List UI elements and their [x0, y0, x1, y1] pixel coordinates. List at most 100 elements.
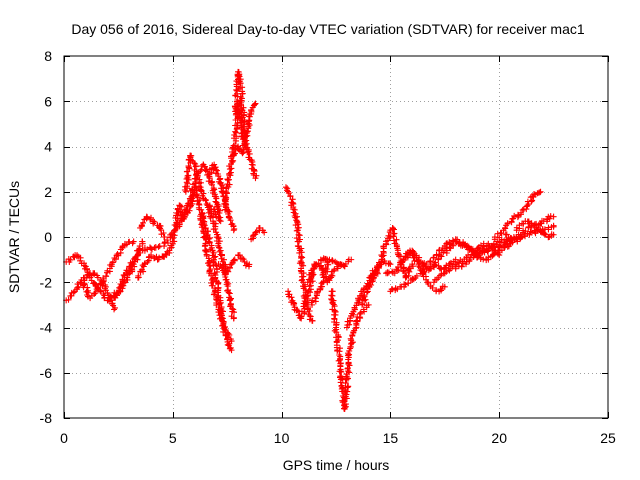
track-segment: [135, 262, 147, 281]
series-9: [181, 152, 220, 220]
track-segment: [99, 262, 115, 287]
track-segment: [326, 268, 336, 284]
track-segment: [513, 220, 527, 232]
series-12: [204, 202, 237, 322]
track-segment: [297, 295, 311, 321]
track-segment: [425, 280, 440, 294]
track-segment: [148, 253, 160, 262]
x-tick-label: 5: [169, 430, 177, 446]
track-segment: [308, 285, 324, 306]
track-segment: [312, 261, 324, 270]
track-segment: [503, 231, 517, 242]
x-tick-labels: 0 5 10 15 20 25: [60, 430, 616, 446]
x-tick-label: 15: [383, 430, 399, 446]
track-segment: [442, 258, 457, 271]
track-segment: [432, 270, 447, 283]
track-segment: [329, 257, 340, 266]
series-35: [491, 188, 544, 243]
track-segment: [127, 247, 142, 269]
track-segment: [109, 244, 126, 266]
series-5: [134, 240, 176, 281]
track-segment: [156, 223, 168, 240]
track-segment: [328, 288, 340, 329]
track-segment: [369, 261, 384, 281]
track-segment: [111, 284, 123, 301]
series-4: [108, 243, 163, 304]
track-segment: [82, 265, 99, 290]
track-segment: [341, 352, 353, 411]
track-segment: [341, 256, 352, 269]
track-segment: [306, 262, 318, 283]
track-segment: [389, 226, 402, 258]
track-segment: [452, 260, 469, 270]
track-segment: [77, 279, 92, 300]
x-tick-label: 10: [274, 430, 290, 446]
track-segment: [345, 330, 357, 358]
track-segment: [351, 295, 363, 313]
track-segment: [204, 232, 219, 260]
y-tick-labels: -8 -6 -4 -2 0 2 4 6 8: [40, 48, 53, 426]
x-tick-label: 25: [600, 430, 616, 446]
track-segment: [192, 184, 203, 213]
track-segment: [466, 252, 480, 265]
x-tick-label: 20: [491, 430, 507, 446]
track-segment: [320, 255, 329, 263]
track-segment: [224, 330, 234, 343]
data-point: [78, 276, 85, 283]
track-segment: [285, 291, 298, 308]
track-segment: [384, 268, 396, 277]
track-segment: [546, 231, 555, 240]
x-axis-label: GPS time / hours: [283, 457, 390, 473]
track-segment: [244, 108, 255, 135]
track-segment: [201, 242, 216, 282]
y-tick-label: 8: [44, 48, 52, 64]
track-segment: [253, 225, 262, 235]
track-segment: [539, 223, 557, 233]
x-tick-label: 0: [60, 430, 68, 446]
track-segment: [193, 170, 207, 202]
series-22: [308, 256, 355, 308]
track-segment: [443, 261, 457, 275]
track-segment: [236, 252, 247, 263]
track-segment: [256, 227, 266, 234]
track-segment: [403, 263, 416, 280]
y-tick-label: -4: [40, 320, 53, 336]
track-segment: [420, 254, 437, 270]
series-6: [137, 213, 168, 240]
track-segment: [205, 178, 220, 200]
data-point: [452, 238, 459, 245]
track-segment: [435, 249, 450, 262]
track-segment: [436, 283, 446, 295]
data-point: [485, 254, 492, 261]
track-segment: [117, 264, 133, 289]
track-segment: [401, 277, 414, 290]
track-segment: [215, 307, 228, 335]
y-tick-label: -2: [40, 274, 53, 290]
track-segment: [237, 80, 247, 111]
y-tick-label: 4: [44, 139, 52, 155]
track-segment: [210, 220, 223, 251]
data-points: [63, 68, 557, 412]
series-18: [248, 224, 268, 243]
series-16: [231, 68, 249, 143]
track-segment: [234, 71, 244, 85]
track-segment: [331, 326, 344, 367]
track-segment: [544, 213, 554, 223]
series-33: [452, 233, 524, 272]
series-3: [77, 238, 137, 302]
track-segment: [351, 313, 364, 334]
track-segment: [139, 244, 153, 254]
series-29: [398, 247, 448, 295]
track-segment: [162, 242, 175, 257]
track-segment: [149, 243, 162, 253]
track-segment: [533, 224, 545, 236]
track-segment: [294, 238, 307, 284]
y-tick-label: 0: [44, 229, 52, 245]
series-13: [206, 161, 238, 234]
track-segment: [357, 302, 370, 316]
track-segment: [180, 196, 194, 222]
data-point: [282, 184, 289, 191]
track-segment: [513, 231, 525, 241]
axis-ticks: [64, 56, 609, 419]
